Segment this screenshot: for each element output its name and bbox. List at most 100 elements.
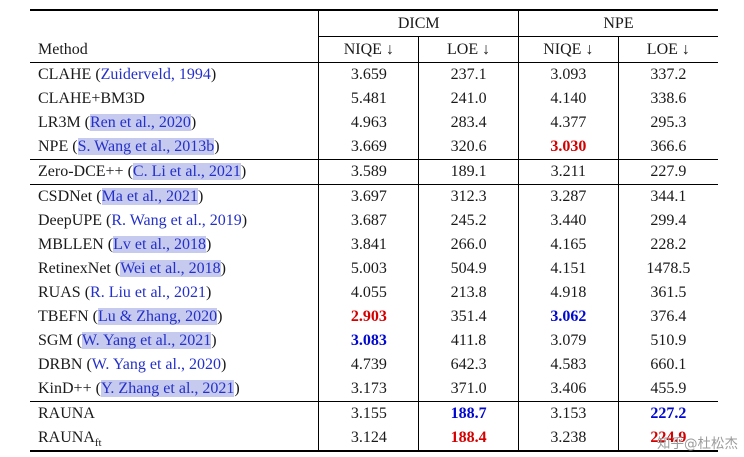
metric-value: 227.2 xyxy=(617,401,718,426)
table-row: CLAHE (Zuiderveld, 1994) 3.659 237.1 3.093 3… xyxy=(30,62,718,87)
citation-paren-open: ( xyxy=(95,380,101,397)
metric-value: 3.124 xyxy=(318,426,419,452)
method-cell: RetinexNet (Wei et al., 2018) xyxy=(30,257,319,281)
method-name: SGM xyxy=(38,332,73,349)
metric-value: 228.2 xyxy=(617,233,718,257)
citation-link[interactable]: Y. Zhang et al., 2021 xyxy=(100,380,235,397)
table-row: SGM (W. Yang et al., 2021) 3.083 411.8 3.07… xyxy=(30,329,718,353)
metric-value: 188.7 xyxy=(418,401,519,426)
method-cell: RAUNA xyxy=(30,402,319,427)
metric-header-npe-niqe: NIQE ↓ xyxy=(517,36,619,63)
metric-value: 3.238 xyxy=(517,426,619,452)
citation-link[interactable]: Zuiderveld, 1994 xyxy=(100,66,211,83)
citation-link[interactable]: Ren et al., 2020 xyxy=(90,114,191,131)
metric-value: 338.6 xyxy=(617,87,718,111)
metric-value: 455.9 xyxy=(617,377,718,402)
metric-value: 4.140 xyxy=(517,87,619,111)
metric-value: 337.2 xyxy=(617,62,718,87)
metric-value: 245.2 xyxy=(418,209,519,233)
metric-value: 3.173 xyxy=(318,377,419,402)
metric-value: 2.903 xyxy=(318,305,419,329)
dataset-header-npe: NPE xyxy=(517,10,718,37)
dataset-header-dicm: DICM xyxy=(318,10,519,37)
citation-paren-close: ) xyxy=(234,380,240,397)
method-name: MBLLEN xyxy=(38,236,104,253)
metric-value: 5.003 xyxy=(318,257,419,281)
metric-value: 320.6 xyxy=(418,135,519,160)
table-row: DRBN (W. Yang et al., 2020) 4.739 642.3 4.5… xyxy=(30,353,718,377)
method-subscript: ft xyxy=(94,437,102,450)
metric-value: 3.589 xyxy=(318,159,419,185)
metric-value: 295.3 xyxy=(617,111,718,135)
metric-header-row: Method NIQE ↓ LOE ↓ NIQE ↓ LOE ↓ xyxy=(30,36,718,63)
citation-paren-open: ( xyxy=(86,356,92,373)
citation-paren-open: ( xyxy=(84,114,90,131)
method-name: RetinexNet xyxy=(38,260,111,277)
citation-paren-close: ) xyxy=(190,114,197,131)
metric-value: 3.211 xyxy=(517,159,619,185)
table-row: CSDNet (Ma et al., 2021) 3.697 312.3 3.287 3… xyxy=(30,184,718,209)
method-cell: RUAS (R. Liu et al., 2021) xyxy=(30,281,319,305)
method-cell: KinD++ (Y. Zhang et al., 2021) xyxy=(30,377,319,402)
method-name: NPE xyxy=(38,138,69,155)
citation-link[interactable]: C. Li et al., 2021 xyxy=(132,163,241,180)
citation-paren-close: ) xyxy=(205,236,212,253)
method-name: Zero-DCE++ xyxy=(38,163,124,180)
citation-paren-open: ( xyxy=(92,308,98,325)
metric-value: 283.4 xyxy=(418,111,519,135)
citation-link[interactable]: R. Liu et al., 2021 xyxy=(90,284,206,301)
metric-value: 344.1 xyxy=(617,184,718,209)
method-cell: NPE (S. Wang et al., 2013b) xyxy=(30,135,319,160)
method-cell: DRBN (W. Yang et al., 2020) xyxy=(30,353,319,377)
table-row: CLAHE+BM3D 5.481 241.0 4.140 338.6 xyxy=(30,87,718,111)
citation-link[interactable]: Ma et al., 2021 xyxy=(101,188,198,205)
metric-value: 510.9 xyxy=(617,329,718,353)
method-cell: SGM (W. Yang et al., 2021) xyxy=(30,329,319,353)
metric-value: 3.155 xyxy=(318,401,419,426)
table-row: TBEFN (Lu & Zhang, 2020) 2.903 351.4 3.062 3… xyxy=(30,305,718,329)
metric-value: 227.9 xyxy=(617,159,718,185)
citation-link[interactable]: Lu & Zhang, 2020 xyxy=(98,308,218,325)
method-cell: CLAHE+BM3D xyxy=(30,87,319,111)
metric-value: 241.0 xyxy=(418,87,519,111)
metric-value: 266.0 xyxy=(418,233,519,257)
metric-value: 4.918 xyxy=(517,281,619,305)
table-row: KinD++ (Y. Zhang et al., 2021) 3.173 371.0… xyxy=(30,377,718,402)
metric-value: 504.9 xyxy=(418,257,519,281)
metric-header-dicm-loe: LOE ↓ xyxy=(418,36,519,63)
metric-value: 4.963 xyxy=(318,111,419,135)
metric-value: 312.3 xyxy=(418,184,519,209)
metric-value: 3.659 xyxy=(318,62,419,87)
metric-value: 4.055 xyxy=(318,281,419,305)
method-name: TBEFN xyxy=(38,308,89,325)
metric-value: 3.079 xyxy=(517,329,619,353)
metric-value: 376.4 xyxy=(617,305,718,329)
metric-value: 3.287 xyxy=(517,184,619,209)
metric-value: 224.9 xyxy=(617,426,718,452)
citation-paren-close: ) xyxy=(206,284,212,301)
dataset-header-row: DICM NPE xyxy=(30,10,718,37)
citation-paren-open: ( xyxy=(107,236,114,253)
method-name: RAUNA xyxy=(38,429,95,446)
citation-link[interactable]: S. Wang et al., 2013b xyxy=(77,138,215,155)
metric-value: 213.8 xyxy=(418,281,519,305)
citation-paren-open: ( xyxy=(76,332,83,349)
citation-link[interactable]: W. Yang et al., 2020 xyxy=(91,356,221,373)
citation-link[interactable]: Wei et al., 2018 xyxy=(120,260,221,277)
method-cell: Zero-DCE++ (C. Li et al., 2021) xyxy=(30,159,319,185)
metric-value: 3.093 xyxy=(517,62,619,87)
metric-value: 3.030 xyxy=(517,135,619,160)
table-header: DICM NPE Method NIQE ↓ LOE ↓ NIQE ↓ LOE … xyxy=(30,10,718,63)
citation-link[interactable]: W. Yang et al., 2021 xyxy=(82,332,212,349)
method-name: DRBN xyxy=(38,356,83,373)
metric-value: 3.406 xyxy=(517,377,619,402)
metric-value: 4.151 xyxy=(517,257,619,281)
benchmark-results-table: DICM NPE Method NIQE ↓ LOE ↓ NIQE ↓ LOE … xyxy=(30,9,718,452)
citation-paren-open: ( xyxy=(84,284,91,301)
citation-link[interactable]: Lv et al., 2018 xyxy=(113,236,206,253)
table-row: LR3M (Ren et al., 2020) 4.963 283.4 4.377 29… xyxy=(30,111,718,135)
metric-value: 660.1 xyxy=(617,353,718,377)
table-row: RAUNA 3.155 188.7 3.153 227.2 xyxy=(30,401,718,427)
citation-link[interactable]: R. Wang et al., 2019 xyxy=(111,212,242,229)
